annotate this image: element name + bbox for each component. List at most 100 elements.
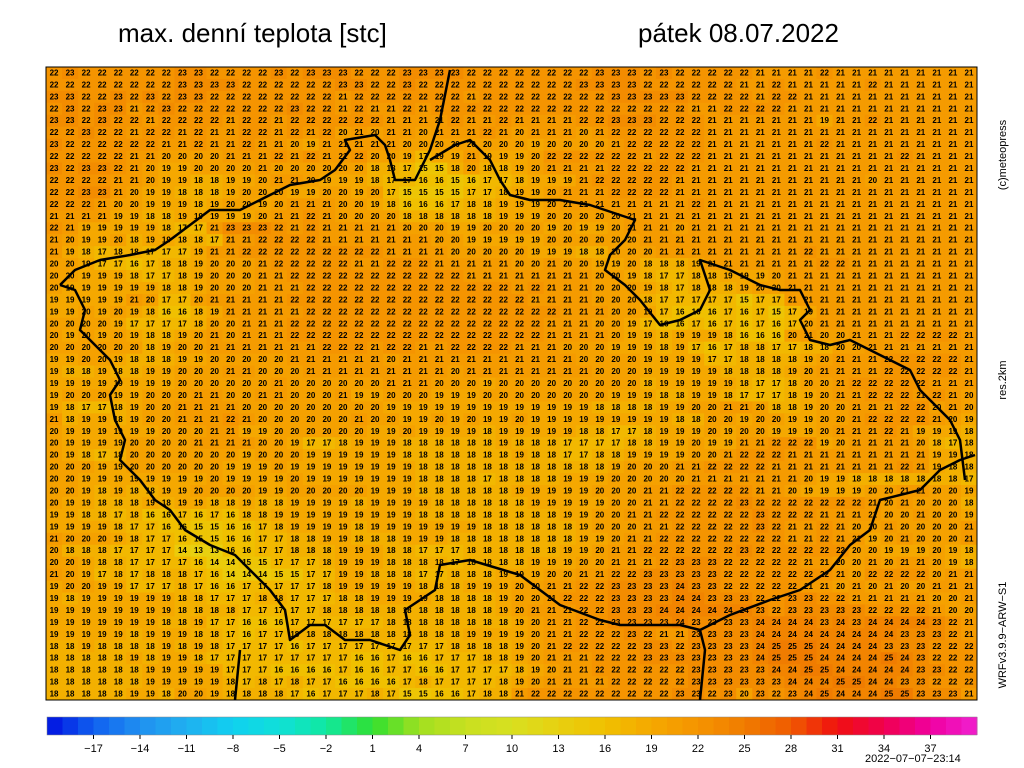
- cell-value: 21: [724, 212, 733, 221]
- cell-value: 22: [194, 140, 203, 149]
- cell-value: 22: [371, 295, 380, 304]
- cell-value: 20: [306, 403, 315, 412]
- cell-value: 23: [98, 188, 107, 197]
- cell-value: 21: [900, 319, 909, 328]
- cell-value: 22: [515, 80, 524, 89]
- cell: [511, 102, 529, 116]
- cell-value: 21: [836, 212, 845, 221]
- cell-value: 19: [531, 403, 540, 412]
- cell-value: 22: [82, 80, 91, 89]
- cell-value: 21: [868, 307, 877, 316]
- cell-value: 21: [50, 570, 59, 579]
- cell-value: 17: [130, 570, 139, 579]
- cell-value: 21: [948, 260, 957, 269]
- cell-value: 22: [258, 104, 267, 113]
- cell-value: 19: [178, 164, 187, 173]
- cell-value: 22: [884, 379, 893, 388]
- cell-value: 22: [563, 68, 572, 77]
- cell: [126, 114, 143, 128]
- cell-value: 17: [627, 427, 636, 436]
- cell: [623, 138, 641, 152]
- cell-value: 22: [579, 116, 588, 125]
- cell-value: 22: [274, 236, 283, 245]
- cell: [286, 90, 304, 104]
- cell-value: 22: [627, 104, 636, 113]
- cell-value: 21: [130, 152, 139, 161]
- cell-value: 20: [483, 140, 492, 149]
- cell-value: 21: [916, 451, 925, 460]
- cell-value: 21: [965, 331, 974, 340]
- cell-value: 20: [563, 212, 572, 221]
- cell: [367, 78, 384, 92]
- cell-value: 17: [130, 546, 139, 555]
- cell-value: 19: [162, 486, 171, 495]
- cell-value: 20: [355, 212, 364, 221]
- cell-value: 22: [467, 68, 476, 77]
- cell-value: 21: [852, 152, 861, 161]
- cell: [543, 114, 561, 128]
- cell-value: 19: [371, 427, 380, 436]
- cell-value: 22: [676, 140, 685, 149]
- cell-value: 21: [371, 104, 380, 113]
- cell-value: 21: [788, 152, 797, 161]
- cell-value: 21: [708, 475, 717, 484]
- cell-value: 21: [643, 236, 652, 245]
- cell-value: 22: [836, 498, 845, 507]
- cell-value: 14: [226, 570, 235, 579]
- cell-value: 17: [708, 295, 717, 304]
- cell-value: 22: [820, 498, 829, 507]
- cell-value: 22: [772, 558, 781, 567]
- cell: [463, 90, 480, 104]
- cell: [190, 114, 208, 128]
- cell: [511, 78, 529, 92]
- cell-value: 21: [322, 200, 331, 209]
- cell: [944, 78, 962, 92]
- cell-value: 22: [162, 80, 171, 89]
- cell-value: 20: [595, 510, 604, 519]
- cell-value: 20: [146, 451, 155, 460]
- cell-value: 22: [98, 80, 107, 89]
- cell-value: 22: [900, 463, 909, 472]
- cell-value: 23: [82, 164, 91, 173]
- cell: [238, 138, 256, 152]
- cell-value: 21: [965, 116, 974, 125]
- cell-value: 23: [178, 80, 187, 89]
- cell-value: 21: [242, 367, 251, 376]
- cell-value: 21: [756, 188, 765, 197]
- cell-value: 20: [627, 522, 636, 531]
- cell-value: 23: [66, 104, 75, 113]
- cell-value: 21: [387, 140, 396, 149]
- cell: [832, 90, 850, 104]
- cell-value: 19: [322, 510, 331, 519]
- cell-value: 19: [178, 486, 187, 495]
- cell-value: 21: [948, 116, 957, 125]
- cell-value: 20: [499, 140, 508, 149]
- cell-value: 22: [676, 164, 685, 173]
- cell-value: 21: [724, 116, 733, 125]
- cell-value: 18: [483, 534, 492, 543]
- cell: [206, 67, 224, 80]
- cell-value: 20: [756, 403, 765, 412]
- cell-value: 20: [627, 367, 636, 376]
- cell-value: 21: [483, 272, 492, 281]
- cell-value: 19: [595, 475, 604, 484]
- cell-value: 22: [419, 307, 428, 316]
- cell-value: 21: [226, 236, 235, 245]
- cell-value: 22: [708, 546, 717, 555]
- cell: [896, 138, 914, 152]
- cell-value: 17: [724, 319, 733, 328]
- cell-value: 21: [162, 140, 171, 149]
- cell-value: 20: [322, 427, 331, 436]
- cell-value: 20: [290, 427, 299, 436]
- cell-value: 21: [756, 164, 765, 173]
- cell-value: 17: [788, 307, 797, 316]
- cell: [575, 78, 593, 92]
- cell-value: 22: [772, 522, 781, 531]
- cell-value: 22: [483, 295, 492, 304]
- cell-value: 21: [852, 236, 861, 245]
- cell-value: 23: [627, 116, 636, 125]
- cell-value: 21: [467, 367, 476, 376]
- cell-value: 18: [499, 510, 508, 519]
- cell-value: 21: [322, 355, 331, 364]
- cell: [126, 138, 143, 152]
